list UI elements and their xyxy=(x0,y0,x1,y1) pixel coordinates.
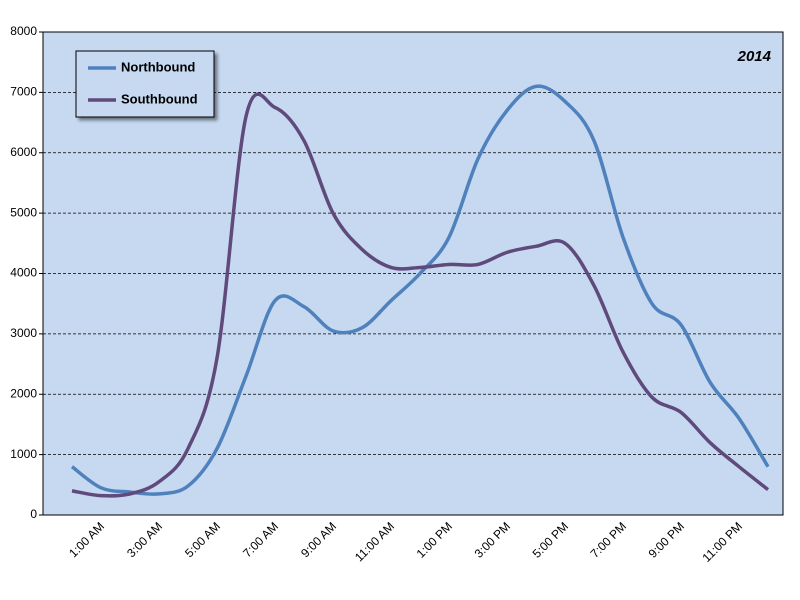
y-tick-label: 4000 xyxy=(10,266,37,280)
line-series xyxy=(70,84,770,496)
x-tick-label: 3:00 PM xyxy=(472,519,514,561)
x-tick-label: 7:00 AM xyxy=(240,519,281,560)
y-tick-label: 3000 xyxy=(10,326,37,340)
y-tick-label: 1000 xyxy=(10,447,37,461)
line-series xyxy=(71,92,770,498)
legend-label: Southbound xyxy=(121,91,198,106)
legend: Northbound Southbound xyxy=(75,50,215,118)
y-tick-label: 7000 xyxy=(10,85,37,99)
x-tick-label: 3:00 AM xyxy=(124,519,165,560)
x-tick-label: 11:00 AM xyxy=(352,519,397,564)
y-tick-label: 0 xyxy=(30,507,37,521)
y-tick-label: 6000 xyxy=(10,145,37,159)
legend-label: Northbound xyxy=(121,59,195,74)
y-tick-label: 2000 xyxy=(10,386,37,400)
x-tick-label: 9:00 AM xyxy=(298,519,339,560)
x-tick-label: 7:00 PM xyxy=(588,519,630,561)
annotation: 2014 xyxy=(737,48,772,65)
legend-box xyxy=(75,50,215,118)
x-tick-label: 5:00 AM xyxy=(182,519,223,560)
x-tick-label: 5:00 PM xyxy=(530,519,572,561)
x-tick-label: 11:00 PM xyxy=(700,519,746,565)
y-tick-label: 5000 xyxy=(10,205,37,219)
x-tick-label: 1:00 AM xyxy=(66,519,107,560)
x-tick-label: 1:00 PM xyxy=(414,519,456,561)
x-tick-label: 9:00 PM xyxy=(646,519,688,561)
y-tick-label: 8000 xyxy=(10,24,37,38)
